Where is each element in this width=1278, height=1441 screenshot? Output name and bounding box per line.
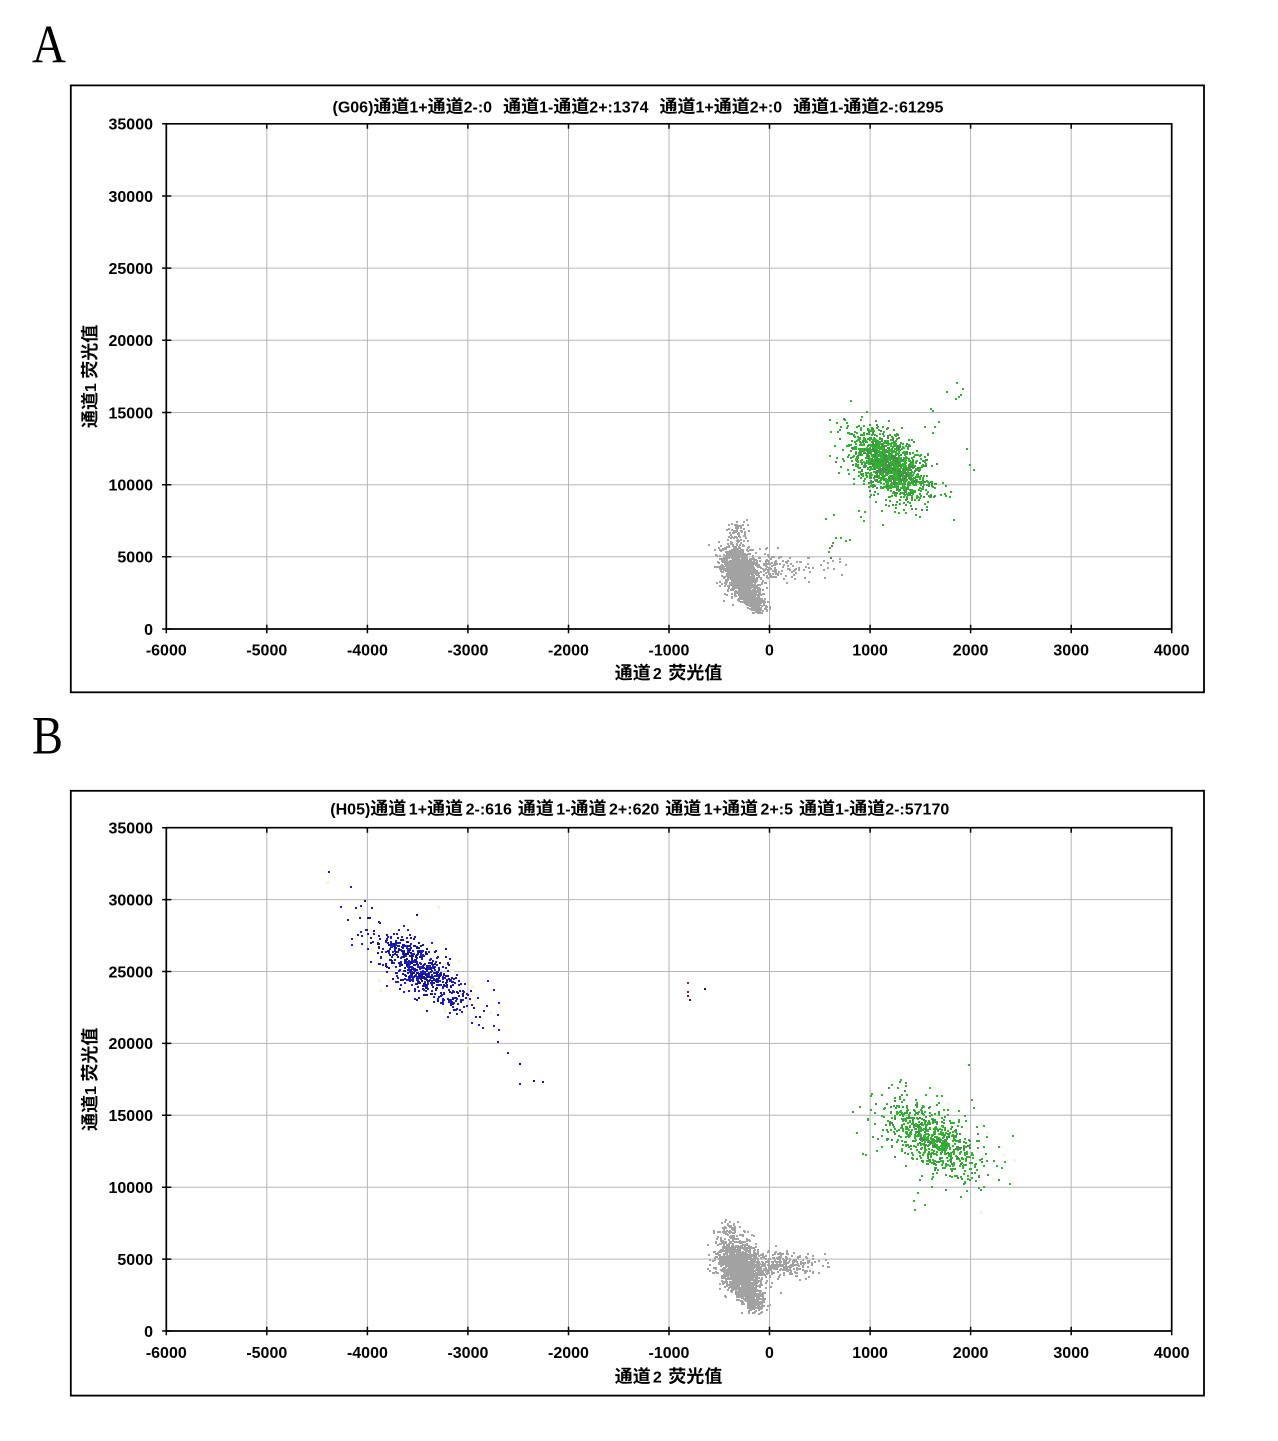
svg-text:10000: 10000	[109, 478, 154, 495]
svg-text:-5000: -5000	[246, 643, 287, 660]
svg-text:1-: 1-	[556, 802, 570, 819]
svg-text:0: 0	[765, 643, 774, 660]
svg-text:-3000: -3000	[447, 1345, 488, 1362]
svg-text:0: 0	[144, 622, 153, 639]
svg-text:35000: 35000	[109, 821, 154, 838]
svg-text:1-: 1-	[539, 100, 553, 117]
svg-text:1+: 1+	[409, 802, 427, 819]
svg-text:1-: 1-	[829, 100, 843, 117]
svg-text:-6000: -6000	[146, 1345, 187, 1362]
svg-text:-4000: -4000	[347, 1345, 388, 1362]
svg-text:5000: 5000	[117, 550, 153, 567]
svg-text:-3000: -3000	[447, 643, 488, 660]
svg-text:1000: 1000	[852, 643, 888, 660]
svg-text:2: 2	[653, 1370, 662, 1387]
svg-text:2-:0: 2-:0	[464, 100, 493, 117]
svg-text:4000: 4000	[1154, 643, 1190, 660]
svg-text:(G06): (G06)	[333, 100, 374, 117]
svg-text:-1000: -1000	[649, 1345, 690, 1362]
svg-text:-2000: -2000	[548, 643, 589, 660]
svg-text:2-:61295: 2-:61295	[879, 100, 943, 117]
svg-text:35000: 35000	[109, 117, 154, 134]
svg-text:A: A	[32, 15, 66, 75]
svg-text:2-:616: 2-:616	[466, 802, 512, 819]
svg-text:15000: 15000	[109, 1108, 154, 1125]
svg-text:-5000: -5000	[246, 1345, 287, 1362]
svg-text:-6000: -6000	[146, 643, 187, 660]
svg-text:4000: 4000	[1154, 1345, 1190, 1362]
svg-text:0: 0	[765, 1345, 774, 1362]
svg-text:1+: 1+	[696, 100, 714, 117]
svg-text:2+:1374: 2+:1374	[589, 100, 648, 117]
svg-text:20000: 20000	[109, 1036, 154, 1053]
svg-text:1: 1	[83, 1086, 100, 1095]
svg-text:1+: 1+	[409, 100, 427, 117]
svg-text:25000: 25000	[109, 261, 154, 278]
svg-text:2+:0: 2+:0	[750, 100, 783, 117]
svg-text:0: 0	[144, 1324, 153, 1341]
svg-text:15000: 15000	[109, 405, 154, 422]
svg-text:2+:620: 2+:620	[609, 802, 659, 819]
svg-text:(H05): (H05)	[330, 802, 370, 819]
svg-text:1: 1	[83, 383, 100, 392]
svg-text:2: 2	[653, 666, 662, 683]
svg-text:10000: 10000	[109, 1180, 154, 1197]
svg-text:-1000: -1000	[649, 643, 690, 660]
svg-text:20000: 20000	[109, 333, 154, 350]
svg-text:30000: 30000	[109, 892, 154, 909]
svg-text:25000: 25000	[109, 964, 154, 981]
svg-text:1-: 1-	[835, 802, 849, 819]
svg-text:1000: 1000	[852, 1345, 888, 1362]
svg-text:2-:57170: 2-:57170	[885, 802, 949, 819]
svg-text:B: B	[32, 706, 63, 766]
svg-text:2000: 2000	[953, 643, 989, 660]
svg-text:30000: 30000	[109, 189, 154, 206]
svg-text:2000: 2000	[953, 1345, 989, 1362]
svg-text:1+: 1+	[704, 802, 722, 819]
svg-text:3000: 3000	[1053, 1345, 1089, 1362]
svg-text:3000: 3000	[1053, 643, 1089, 660]
svg-text:5000: 5000	[117, 1252, 153, 1269]
svg-text:-2000: -2000	[548, 1345, 589, 1362]
svg-text:-4000: -4000	[347, 643, 388, 660]
svg-text:2+:5: 2+:5	[761, 802, 794, 819]
